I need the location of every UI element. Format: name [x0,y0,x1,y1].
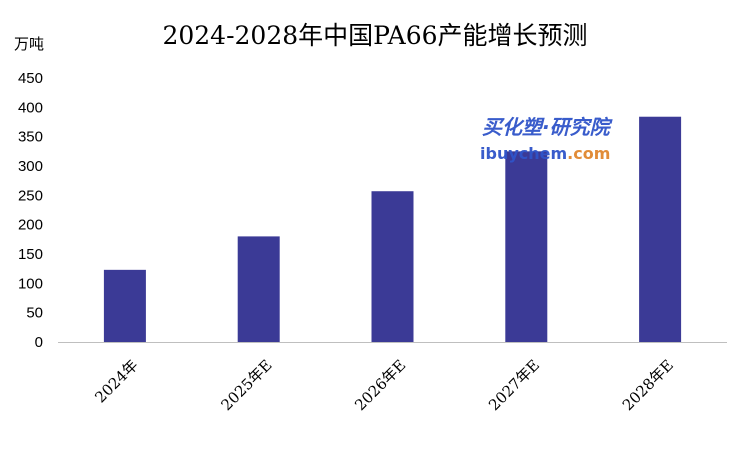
y-unit-label: 万吨 [14,35,44,53]
y-tick-label: 400 [18,99,43,116]
y-tick-label: 350 [18,129,43,146]
watermark-url-main: ibuychem [480,144,567,163]
y-tick-label: 250 [18,187,43,204]
y-tick-label: 100 [18,275,43,292]
y-tick-label: 200 [18,217,43,234]
bar-series [103,116,682,342]
watermark-url: ibuychem.com [480,144,610,163]
x-tick-label: 2026年E [351,356,409,414]
y-tick-label: 300 [18,158,43,175]
x-tick-label: 2027年E [485,356,543,414]
y-tick-label: 150 [18,246,43,263]
x-axis: 2024年 2025年E 2026年E 2027年E 2028年E [91,356,677,414]
bar [371,191,414,342]
bar [639,116,682,342]
x-tick-label: 2028年E [619,356,677,414]
bar [505,151,548,342]
x-tick-label: 2024年 [91,356,141,406]
y-tick-label: 0 [35,334,43,351]
watermark-brand: 买化塑·研究院 [482,115,614,139]
bar [103,269,146,342]
chart-title: 2024-2028年中国PA66产能增长预测 [162,21,587,50]
watermark: 买化塑·研究院 ibuychem.com [480,115,614,163]
y-tick-label: 50 [26,305,43,322]
watermark-url-suffix: .com [567,144,610,163]
y-tick-label: 450 [18,70,43,87]
bar [237,236,280,342]
x-tick-label: 2025年E [217,356,275,414]
y-axis: 0 50 100 150 200 250 300 350 400 450 [18,70,43,351]
